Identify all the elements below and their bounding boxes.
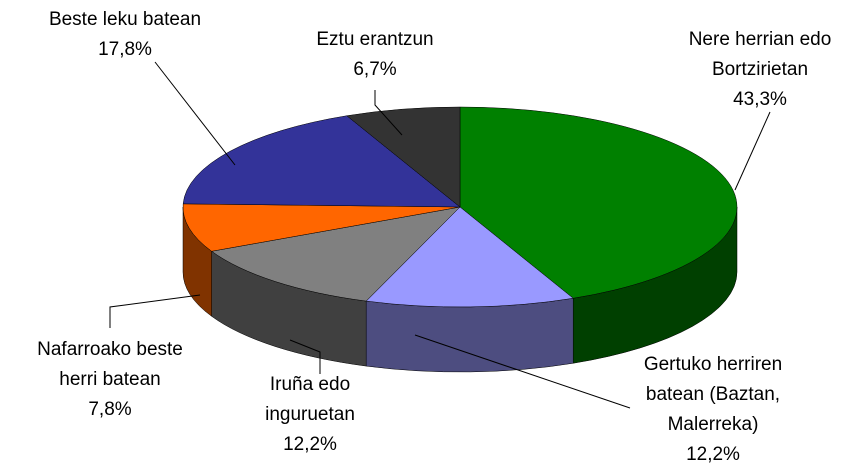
value-label: 12,2% bbox=[283, 434, 337, 455]
slice-label: Nafarroako beste herri batean bbox=[37, 339, 183, 390]
leader-line bbox=[154, 61, 236, 166]
slice bbox=[182, 115, 461, 208]
slice bbox=[346, 106, 461, 208]
slice-label: Iruña edo inguruetan bbox=[265, 374, 355, 425]
leader-line bbox=[109, 294, 201, 328]
slice-label: Beste leku batean bbox=[49, 9, 201, 30]
slice-label: Gertuko herriren batean (Baztan, Malerreka… bbox=[644, 354, 782, 435]
value-label: 7,8% bbox=[88, 399, 131, 420]
slice bbox=[182, 203, 461, 252]
slice-label: Nere herrian edo Bortzirietan bbox=[689, 29, 832, 80]
slice-side bbox=[365, 297, 574, 373]
leader-line bbox=[289, 339, 321, 374]
value-label: 6,7% bbox=[353, 59, 396, 80]
slice bbox=[211, 206, 461, 302]
value-label: 43,3% bbox=[733, 89, 787, 110]
value-label: 17,8% bbox=[98, 39, 152, 60]
slice bbox=[459, 106, 738, 299]
leader-line bbox=[374, 90, 403, 136]
leader-line bbox=[414, 334, 631, 409]
slice-label: Eztu erantzun bbox=[316, 29, 433, 50]
slice bbox=[365, 206, 574, 308]
value-label: 12,2% bbox=[686, 444, 740, 465]
leader-line bbox=[734, 111, 771, 191]
